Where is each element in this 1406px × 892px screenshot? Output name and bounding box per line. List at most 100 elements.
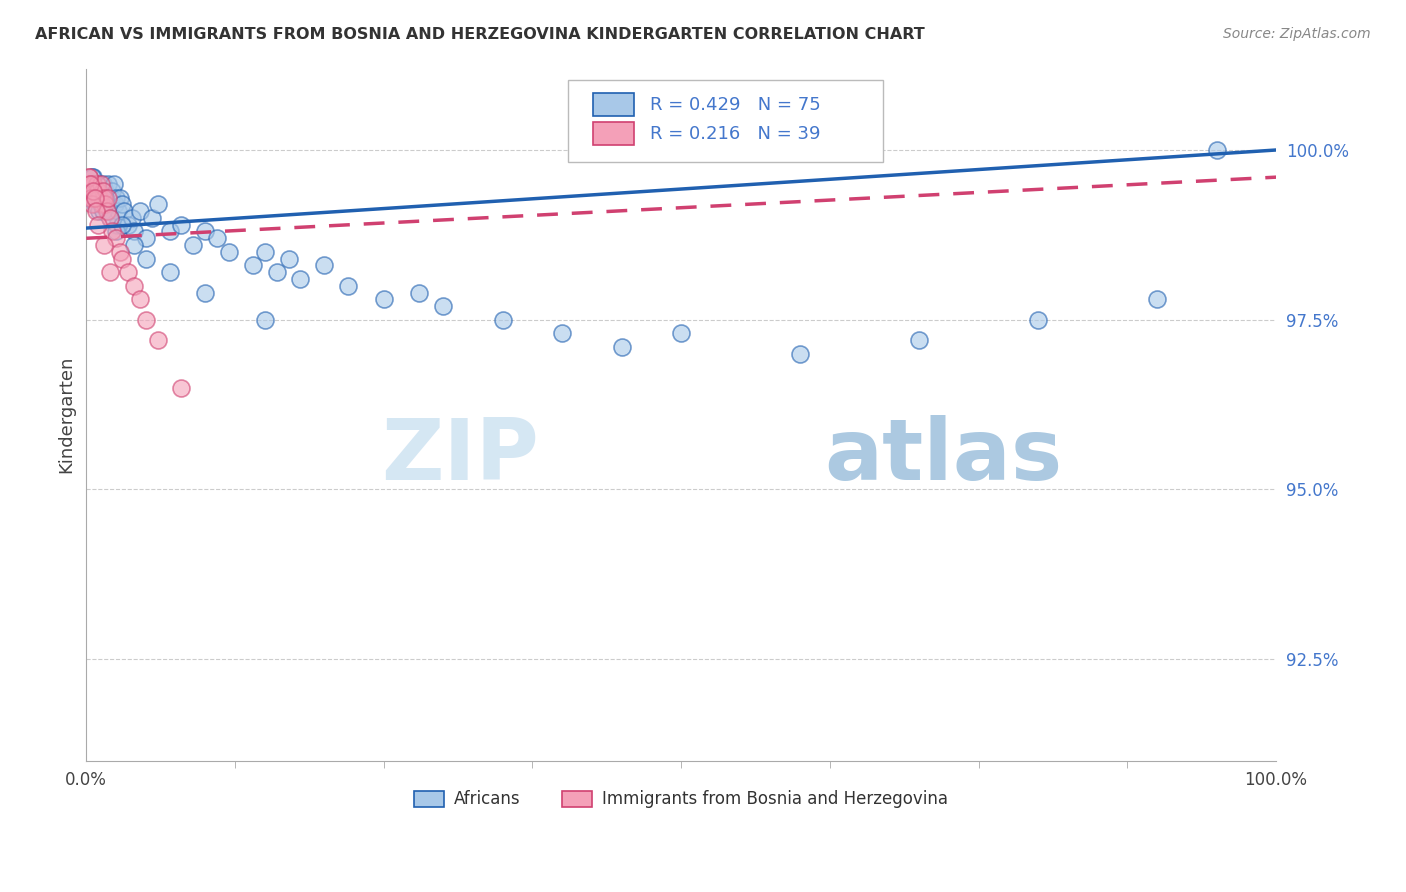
Point (79, 177, 101, 191)
Point (551, 326, 574, 341)
Point (205, 231, 228, 245)
Point (122, 238, 145, 252)
Point (1026, 312, 1049, 326)
Point (1146, 293, 1168, 307)
Point (79, 190, 101, 204)
Text: ZIP: ZIP (381, 415, 538, 498)
Point (84, 184, 107, 198)
Point (87, 177, 110, 191)
Point (80, 190, 103, 204)
Point (128, 293, 150, 307)
Point (82, 184, 104, 198)
Point (87, 218, 110, 232)
Point (83, 190, 105, 204)
Point (408, 285, 430, 300)
FancyBboxPatch shape (593, 93, 634, 116)
Point (93, 197, 115, 211)
Point (82, 184, 104, 198)
Point (242, 259, 264, 273)
Point (277, 252, 299, 266)
Point (77, 170, 100, 185)
Point (76, 177, 98, 191)
Point (107, 204, 129, 219)
Point (90, 190, 112, 204)
Point (669, 326, 692, 341)
Point (82, 177, 104, 191)
Point (101, 184, 124, 198)
Point (111, 197, 134, 211)
Text: Source: ZipAtlas.com: Source: ZipAtlas.com (1223, 27, 1371, 41)
Point (159, 265, 181, 279)
Point (105, 190, 128, 204)
Point (492, 312, 515, 326)
Point (337, 278, 360, 293)
Text: AFRICAN VS IMMIGRANTS FROM BOSNIA AND HERZEGOVINA KINDERGARTEN CORRELATION CHART: AFRICAN VS IMMIGRANTS FROM BOSNIA AND HE… (35, 27, 925, 42)
Point (93, 238, 115, 252)
Point (432, 299, 454, 313)
Point (610, 340, 633, 354)
Point (98, 265, 121, 279)
Point (98, 211, 121, 225)
Point (170, 381, 193, 395)
Point (253, 244, 276, 259)
Point (101, 225, 124, 239)
Point (1205, 143, 1227, 157)
Point (82, 190, 104, 204)
Point (373, 293, 395, 307)
Point (96, 204, 118, 219)
Point (90, 177, 112, 191)
Point (146, 197, 169, 211)
Point (789, 347, 811, 361)
Point (141, 211, 163, 225)
Point (90, 197, 112, 211)
Text: R = 0.429   N = 75: R = 0.429 N = 75 (650, 95, 821, 113)
Point (84, 204, 107, 219)
Point (266, 265, 288, 279)
Point (94, 190, 117, 204)
Point (111, 252, 134, 266)
FancyBboxPatch shape (593, 122, 634, 145)
Point (105, 231, 128, 245)
Point (108, 190, 131, 204)
Point (82, 177, 104, 191)
Point (77, 170, 100, 185)
Point (84, 184, 107, 198)
Point (218, 244, 240, 259)
Point (117, 218, 139, 232)
Point (121, 211, 143, 225)
Point (96, 190, 118, 204)
Point (97, 177, 120, 191)
Text: atlas: atlas (824, 415, 1062, 498)
Point (82, 197, 104, 211)
FancyBboxPatch shape (568, 80, 883, 162)
Point (87, 184, 110, 198)
Point (98, 197, 121, 211)
Point (170, 218, 193, 232)
Point (908, 333, 931, 347)
Point (83, 184, 105, 198)
Point (97, 190, 120, 204)
Point (91, 204, 114, 219)
Point (93, 190, 115, 204)
Point (108, 244, 131, 259)
Point (117, 265, 139, 279)
Point (98, 211, 121, 225)
Point (80, 177, 103, 191)
Point (135, 231, 157, 245)
Point (122, 225, 145, 239)
Point (183, 238, 205, 252)
Point (290, 272, 312, 286)
Point (82, 170, 104, 185)
Legend: Africans, Immigrants from Bosnia and Herzegovina: Africans, Immigrants from Bosnia and Her… (408, 784, 955, 815)
Point (103, 177, 125, 191)
Point (82, 170, 104, 185)
Point (87, 190, 110, 204)
Point (89, 204, 111, 219)
Point (128, 204, 150, 219)
Point (86, 177, 108, 191)
Point (83, 197, 105, 211)
Point (100, 190, 122, 204)
Point (80, 177, 103, 191)
Point (112, 204, 135, 219)
Point (146, 333, 169, 347)
